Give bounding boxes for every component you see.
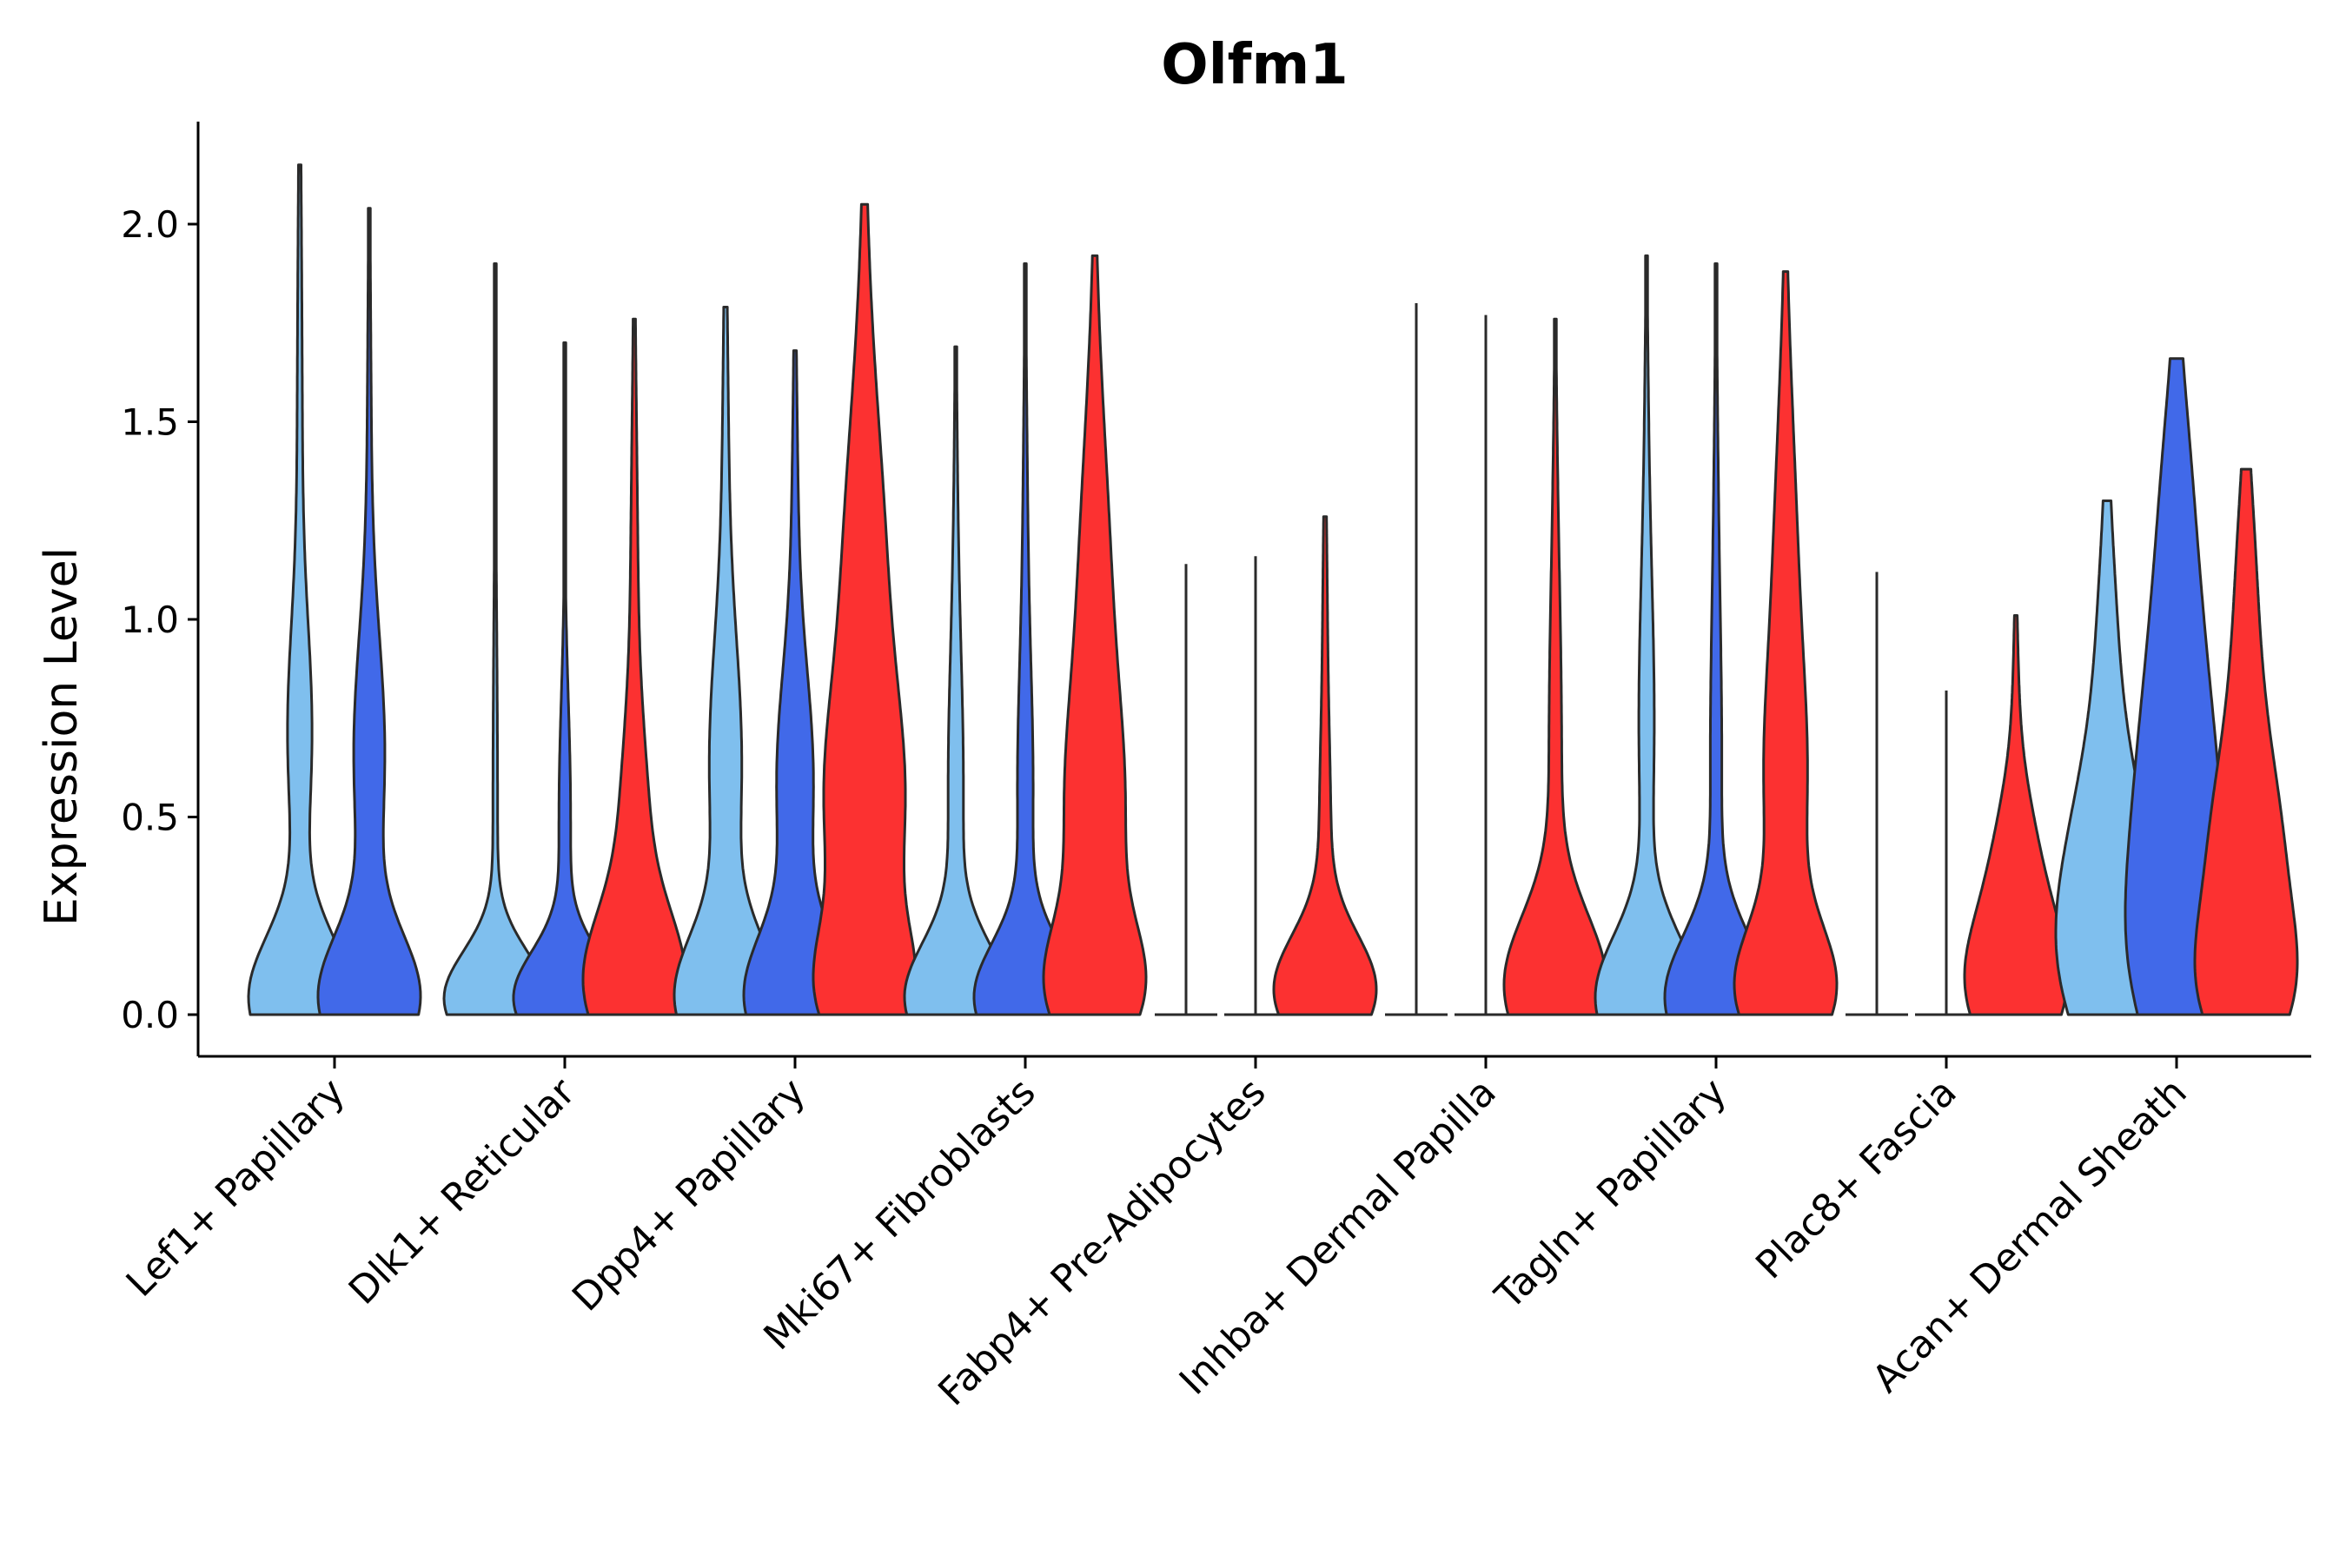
violin-1-2 xyxy=(316,207,422,1016)
violin-2-1 xyxy=(442,262,548,1016)
y-axis-label: Expression Level xyxy=(36,547,88,926)
violin-3-2 xyxy=(742,349,848,1016)
x-tick-label: Dpp4+ Papillary xyxy=(564,1070,814,1320)
x-tick-label: Plac8+ Fascia xyxy=(1747,1070,1965,1288)
violin-7-3 xyxy=(1733,270,1839,1016)
violin-7-1 xyxy=(1594,254,1700,1016)
x-tick-label: Tagln+ Papillary xyxy=(1487,1070,1735,1319)
violin-8-3 xyxy=(1963,614,2069,1016)
violin-4-2 xyxy=(972,262,1078,1016)
violin-6-3 xyxy=(1502,317,1608,1016)
y-tick-label: 0.5 xyxy=(121,797,179,839)
violin-3-3 xyxy=(812,202,918,1016)
violin-group xyxy=(247,163,2299,1016)
violin-2-2 xyxy=(512,341,618,1016)
x-tick-label: Lef1+ Papillary xyxy=(118,1070,354,1306)
violin-5-3 xyxy=(1272,515,1378,1016)
violin-5-2 xyxy=(1224,556,1287,1016)
y-tick-label: 0.0 xyxy=(121,994,179,1036)
violin-2-3 xyxy=(581,317,687,1016)
violin-6-2 xyxy=(1455,314,1517,1016)
violin-4-3 xyxy=(1042,254,1148,1016)
violin-5-1 xyxy=(1155,564,1217,1016)
violin-1-1 xyxy=(247,163,353,1016)
violin-8-2 xyxy=(1915,690,1978,1016)
y-tick-label: 2.0 xyxy=(121,203,179,246)
y-tick-label: 1.5 xyxy=(121,401,179,444)
x-tick-label: Dlk1+ Reticular xyxy=(341,1069,585,1313)
violin-9-3 xyxy=(2193,467,2299,1016)
violin-6-1 xyxy=(1385,303,1448,1016)
y-tick-label: 1.0 xyxy=(121,599,179,641)
violin-3-1 xyxy=(673,306,779,1016)
violin-4-1 xyxy=(903,345,1009,1016)
violin-7-2 xyxy=(1663,262,1769,1016)
chart-title: Olfm1 xyxy=(1161,33,1348,97)
violin-8-1 xyxy=(1846,572,1908,1016)
